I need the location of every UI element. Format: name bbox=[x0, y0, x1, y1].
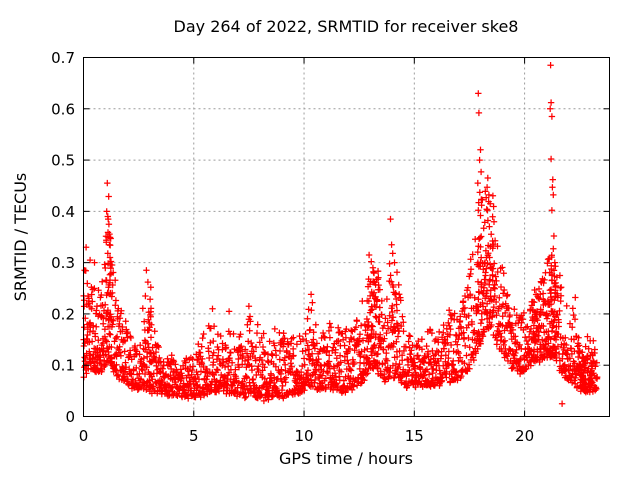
chart-title: Day 264 of 2022, SRMTID for receiver ske… bbox=[174, 17, 519, 36]
y-tick-label: 0.6 bbox=[51, 100, 75, 118]
x-tick-labels: 0 5 10 15 20 bbox=[79, 427, 534, 445]
y-tick-label: 0.2 bbox=[51, 305, 75, 323]
y-tick-label: 0.1 bbox=[51, 357, 75, 375]
y-tick-label: 0.3 bbox=[51, 254, 75, 272]
y-tick-label: 0 bbox=[65, 408, 75, 426]
y-tick-label: 0.4 bbox=[51, 203, 75, 221]
x-tick-label: 15 bbox=[405, 427, 424, 445]
axis-ticks bbox=[83, 57, 610, 417]
x-tick-label: 5 bbox=[189, 427, 199, 445]
x-tick-label: 20 bbox=[515, 427, 534, 445]
y-axis-label: SRMTID / TECUs bbox=[11, 173, 30, 302]
y-tick-label: 0.7 bbox=[51, 49, 75, 67]
y-tick-label: 0.5 bbox=[51, 152, 75, 170]
x-axis-label: GPS time / hours bbox=[279, 449, 413, 468]
x-tick-label: 0 bbox=[79, 427, 89, 445]
plot-frame bbox=[83, 57, 610, 417]
x-tick-label: 10 bbox=[294, 427, 313, 445]
y-tick-labels: 0 0.1 0.2 0.3 0.4 0.5 0.6 0.7 bbox=[51, 49, 75, 426]
